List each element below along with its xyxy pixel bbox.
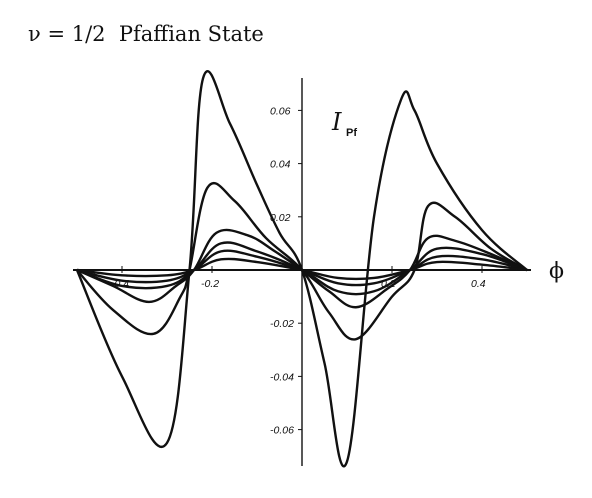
y-axis-label-subscript: Pf [346,127,357,139]
y-tick-label: 0.04 [270,159,291,171]
y-tick-label: -0.06 [270,425,294,437]
chart-title: ν = 1/2 Pfaffian State [28,22,264,46]
x-axis-label: ϕ [549,259,564,284]
series-line-6 [76,257,528,281]
x-tick-label: 0.4 [471,278,486,290]
series-line-1 [75,70,528,468]
y-tick-label: 0.06 [270,105,291,117]
y-tick-label: -0.02 [270,318,294,330]
y-tick-label: -0.04 [270,371,294,383]
x-tick-label: 0.2 [381,278,396,290]
y-tick-label: 0.02 [270,212,291,224]
series-group [75,70,528,468]
x-tick-label: -0.4 [111,278,129,290]
labels-group: 0.06 0.04 0.02 -0.02 -0.04 -0.06 -0.4 -0.2 0.2 0.… [111,105,564,436]
x-tick-label: -0.2 [201,278,219,290]
y-axis-label: I [331,108,342,136]
